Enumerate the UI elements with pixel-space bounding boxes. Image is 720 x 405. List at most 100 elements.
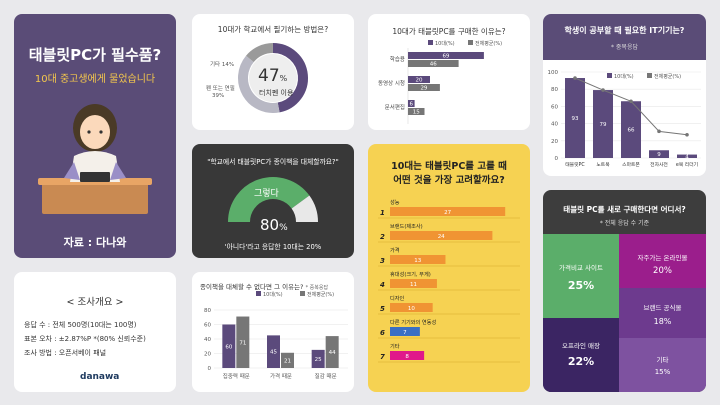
rank-label: 4 [380,281,385,289]
bar-value-label: 69 [442,54,449,60]
where-title: 태블릿 PC를 새로 구매한다면 어디서? [563,205,686,214]
y-tick-label: 문서편집 [385,103,405,111]
gauge-segment-no [291,195,318,223]
bar-value-label: 20 [416,78,423,84]
y-tick-label: 학습용 [390,55,405,63]
rank-label: 1 [380,209,385,217]
bar [408,84,440,91]
study-other2-label-b: 39% [212,93,225,99]
study-center-unit: % [279,74,288,83]
legend-label: 전체평균(%) [654,73,681,80]
where-cell-value: 25% [567,279,595,292]
line-point [685,132,689,137]
hero-card: 태블릿PC가 필수품? 10대 중고생에게 물었습니다 자료 : 다나와 [14,14,176,258]
bar [281,352,294,368]
legend-swatch [256,291,261,296]
legend-label: 10대(%) [435,40,455,47]
rank-label: 5 [380,305,385,313]
bar-value-label: 66 [628,128,635,134]
replace-card: "학교에서 태블릿PC가 종이책을 대체할까요?" 그렇다 80% '아니다'라… [192,144,354,258]
bar-value-label: 25 [315,357,322,363]
eye-left [87,130,91,134]
rank-label: 6 [380,329,385,337]
x-tick-label: 집중력 때문 [223,372,250,380]
x-tick-label: 스마트폰 [622,161,640,168]
bar-value-label: 27 [444,210,451,216]
bar [222,324,236,368]
consider-title-line1: 10대는 태블릿PC를 고를 때 [391,161,507,172]
bar-value-label: 6 [410,102,414,108]
rank-label: 2 [380,233,385,241]
bar [565,78,585,158]
bar-value-label: 9 [657,152,661,158]
survey-line: 조사 방법 : 오픈서베이 패널 [24,349,107,357]
bar [390,303,433,312]
legend-label: 10대(%) [263,291,283,298]
category-label: 브랜드(제조사) [390,222,423,230]
legend-label: 전체평균(%) [475,40,502,47]
where-cell-value: 18% [653,317,672,326]
study-donut-chart [238,43,308,113]
y-tick-label: 60 [551,104,558,110]
eye-right [99,130,103,134]
study-center-value: 47% [258,66,287,86]
replace-unit: % [279,223,288,233]
y-tick-label: 40 [551,122,558,128]
rank-label: 7 [380,353,385,361]
bar-value-label: 44 [329,350,336,356]
purchase-card: 10대가 태블릿PC를 구매한 이유는? 10대(%) 전체평균(%) 학습용 69 4… [368,14,530,130]
bar-value-label: 71 [239,340,246,346]
y-tick-label: 60 [204,323,211,329]
bar [649,150,669,158]
hero-title: 태블릿PC가 필수품? [28,46,162,64]
category-label: 디자인 [390,294,405,302]
survey-card: < 조사개요 > 응답 수 : 전체 500명(10대는 100명) 표본 오차… [14,272,176,392]
legend-swatch [607,73,612,78]
bar [390,255,446,264]
reasons-title-suffix: * 중복응답 [305,285,329,291]
bar-value-label: 45 [270,350,277,356]
bar-value-label: 79 [600,122,607,128]
line-point [657,129,661,134]
bar [621,101,641,158]
study-other2-label-a: 펜 또는 연필 [206,86,235,92]
bar-value-label: 29 [420,86,427,92]
y-tick-label: 80 [204,308,211,314]
bar [390,279,437,288]
y-tick-label: 20 [551,139,558,145]
where-cell-value: 22% [567,355,595,368]
category-label: 성능 [390,198,400,206]
x-tick-label: 노트북 [596,162,610,168]
consider-card: 10대는 태블릿PC를 고를 때 어떤 것을 가장 고려할까요? 성능 1 27 브랜… [368,144,530,392]
y-tick-label: 100 [548,70,559,76]
purchase-title: 10대가 태블릿PC를 구매한 이유는? [392,27,506,36]
reasons-title-text: 종이책을 대체할 수 없다면 그 이유는? [200,283,304,291]
replace-number: 80 [260,216,280,234]
where-cell-price-compare: 가격비교 사이트 25% [543,234,619,318]
survey-heading: < 조사개요 > [66,297,124,308]
bar [267,335,280,368]
donut-slice [238,55,280,113]
where-cell-value: 15% [654,368,671,376]
desk-shape [42,182,148,214]
bar-value-label: 7 [403,330,407,336]
where-cell-brand-mall: 브랜드 공식몰 18% [619,288,706,338]
x-tick-label: e북 리더기 [676,161,698,168]
bar [408,52,484,59]
donut-slice [272,43,308,113]
where-cell-label: 자주가는 온라인몰 [637,254,688,262]
category-label: 휴대성(크기, 무게) [390,270,431,278]
where-cell-label: 브랜드 공식몰 [643,304,682,312]
bar [677,154,697,158]
where-cell-value: 20% [653,266,672,276]
gauge-label: 그렇다 [254,189,279,199]
category-label: 다른 기기와의 연동성 [390,318,436,326]
bar [390,231,493,240]
bar-value-label: 13 [414,258,421,264]
where-cell-other: 기타 15% [619,338,706,392]
replace-value: 80% [260,216,288,234]
replace-title: "학교에서 태블릿PC가 종이책을 대체할까요?" [207,158,339,166]
bar [325,336,339,368]
x-tick-label: 전자사전 [650,161,668,168]
it-header [543,14,706,60]
